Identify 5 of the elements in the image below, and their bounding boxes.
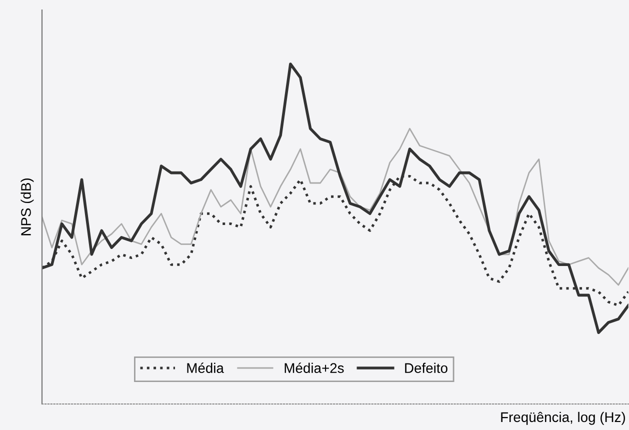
legend-label: Média+2s — [284, 362, 344, 373]
y-axis-title: NPS (dB) — [20, 178, 34, 236]
legend-label: Defeito — [405, 362, 448, 373]
legend-label: Média — [187, 362, 224, 373]
x-axis-title: Freqüência, log (Hz) — [501, 412, 625, 425]
